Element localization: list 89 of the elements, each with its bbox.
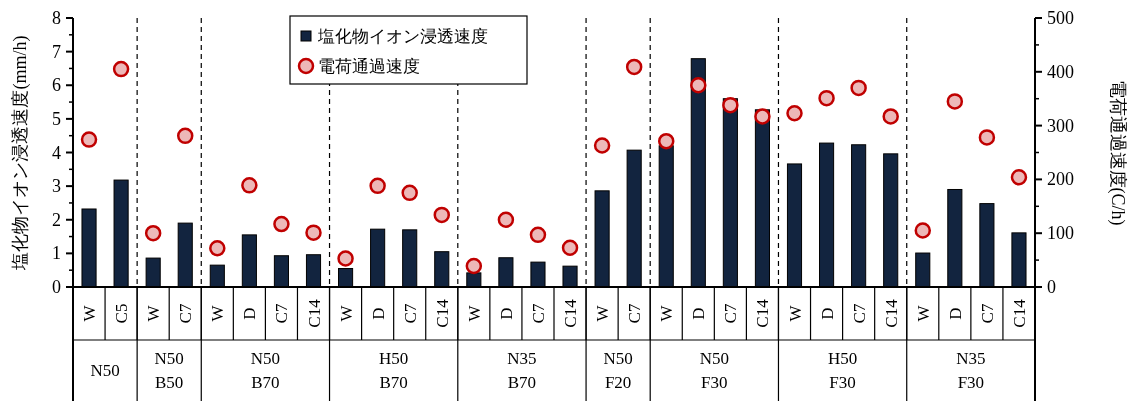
x-tick-label: C14 xyxy=(561,298,581,328)
x-tick-label: C14 xyxy=(432,298,452,328)
point xyxy=(209,240,226,257)
point xyxy=(882,108,899,125)
point xyxy=(593,137,611,154)
x-tick-label: C7 xyxy=(849,303,869,324)
y-tick-label: 2 xyxy=(52,209,61,230)
x-tick-label: W xyxy=(144,304,164,322)
y-tick-label: 8 xyxy=(52,8,61,28)
point xyxy=(305,224,322,241)
point xyxy=(529,226,547,244)
legend-label: 塩化物イオン浸透速度 xyxy=(317,27,488,46)
text: N50 xyxy=(154,349,184,368)
point xyxy=(850,79,867,97)
y-tick-label: 7 xyxy=(52,41,61,62)
x-tick-label: C7 xyxy=(272,303,292,324)
y-tick-label: 5 xyxy=(52,108,61,129)
text: H50 F30 xyxy=(827,349,858,392)
x-tick-label: W xyxy=(593,304,613,322)
point xyxy=(337,250,354,267)
point xyxy=(978,129,996,146)
x-tick-label: C7 xyxy=(977,303,997,324)
x-tick-label: C14 xyxy=(753,298,773,328)
y-tick-label: 0 xyxy=(52,277,61,297)
text: B50 xyxy=(155,373,184,392)
point xyxy=(754,108,771,125)
y2-tick-label: 300 xyxy=(1047,115,1074,136)
x-tick-label: W xyxy=(80,304,100,322)
y2-tick-label: 500 xyxy=(1047,8,1074,28)
point xyxy=(465,257,483,275)
y-tick-label: 3 xyxy=(52,176,61,197)
point xyxy=(433,206,451,224)
point xyxy=(914,222,932,239)
y-tick-label: 4 xyxy=(52,142,61,163)
y2-axis-title: 電荷通過速度(C/h) xyxy=(1107,79,1128,226)
y2-tick-label: 400 xyxy=(1047,61,1074,82)
point xyxy=(112,60,130,78)
text: N50 F30 xyxy=(699,349,729,392)
x-tick-label: C14 xyxy=(881,298,901,328)
x-tick-label: D xyxy=(817,307,837,320)
legend-label: 電荷通過速度 xyxy=(318,57,420,76)
point xyxy=(144,224,162,242)
x-tick-label: C14 xyxy=(1009,298,1029,328)
point xyxy=(818,89,835,107)
x-tick-label: C14 xyxy=(304,298,324,328)
point xyxy=(176,127,194,145)
point xyxy=(369,177,386,195)
x-tick-label: C7 xyxy=(721,303,741,324)
text: N35 F30 xyxy=(956,349,986,392)
point xyxy=(1010,169,1028,186)
x-tick-label: D xyxy=(945,307,965,320)
y2-tick-label: 200 xyxy=(1047,169,1074,190)
x-tick-label: D xyxy=(240,307,260,320)
text: N50 F20 xyxy=(603,349,633,392)
x-tick-label: C5 xyxy=(112,303,132,324)
x-tick-label: D xyxy=(689,307,709,320)
point xyxy=(625,58,643,76)
x-tick-label: C7 xyxy=(625,303,645,324)
point xyxy=(561,239,579,256)
point xyxy=(657,132,675,150)
x-tick-label: W xyxy=(785,304,805,322)
y-tick-label: 1 xyxy=(52,243,61,264)
x-tick-label: D xyxy=(496,307,516,320)
x-tick-label: W xyxy=(657,304,677,322)
x-tick-label: C7 xyxy=(176,303,196,324)
text: N35 B70 xyxy=(507,349,537,392)
text: N50 xyxy=(90,361,120,380)
x-tick-label: D xyxy=(368,307,388,320)
point xyxy=(690,77,707,94)
point xyxy=(401,184,418,202)
x-tick-label: C7 xyxy=(528,303,548,324)
x-tick-label: C7 xyxy=(400,303,420,324)
text: H50 B70 xyxy=(379,349,409,392)
point xyxy=(241,177,258,194)
y-tick-label: 6 xyxy=(52,75,61,96)
y2-tick-label: 100 xyxy=(1047,223,1074,244)
point xyxy=(80,131,98,148)
y-axis-title: 塩化物イオン浸透速度(mm/h) xyxy=(10,35,31,271)
point xyxy=(273,215,290,233)
x-tick-label: W xyxy=(913,304,933,322)
point xyxy=(786,104,803,122)
x-tick-label: W xyxy=(208,304,228,322)
point xyxy=(497,211,515,228)
text: N50 B70 xyxy=(250,349,281,392)
x-tick-label: W xyxy=(464,304,484,322)
y2-tick-label: 0 xyxy=(1047,277,1056,297)
x-tick-label: W xyxy=(336,304,356,322)
point xyxy=(722,96,739,114)
point xyxy=(946,93,964,110)
